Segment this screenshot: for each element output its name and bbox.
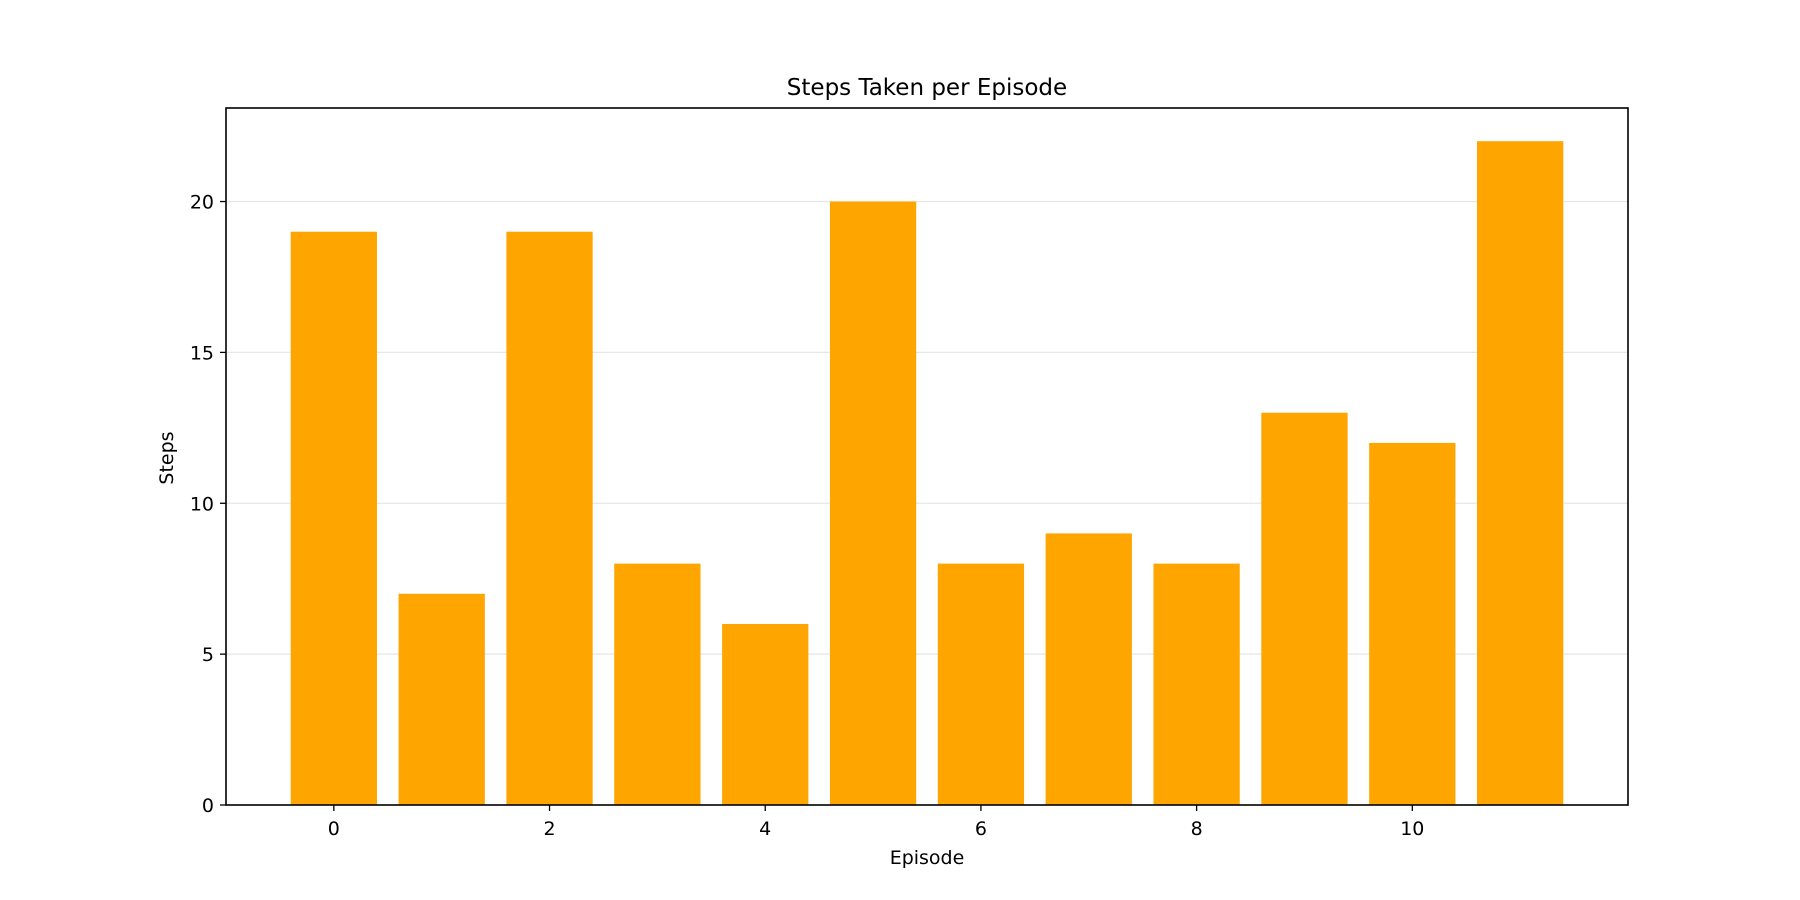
y-tick-label: 0 — [202, 795, 214, 817]
x-tick-label: 8 — [1191, 818, 1203, 840]
bar-episode-2 — [506, 231, 593, 805]
x-axis-label: Episode — [890, 847, 965, 869]
bar-episode-8 — [1153, 563, 1240, 805]
bar-episode-7 — [1045, 533, 1132, 805]
y-axis-label: Steps — [156, 431, 178, 484]
y-tick-label: 20 — [190, 192, 214, 214]
bar-episode-11 — [1477, 141, 1564, 805]
bar-episode-6 — [937, 563, 1025, 805]
x-tick-label: 10 — [1400, 818, 1424, 840]
bar-episode-3 — [614, 563, 701, 805]
bar-episode-5 — [829, 201, 917, 805]
chart-title: Steps Taken per Episode — [787, 75, 1067, 101]
x-tick-label: 6 — [975, 818, 987, 840]
y-axis-ticks: 0 5 10 15 20 — [190, 192, 226, 817]
bar-episode-9 — [1261, 412, 1348, 805]
bars — [290, 141, 1564, 805]
x-axis-ticks: 0 2 4 6 8 10 — [328, 805, 1424, 840]
plot-area-frame — [225, 107, 1629, 806]
x-tick-label: 4 — [759, 818, 771, 840]
bar-episode-4 — [722, 623, 809, 805]
bar-episode-10 — [1369, 442, 1456, 805]
x-tick-label: 2 — [543, 818, 555, 840]
y-tick-label: 10 — [190, 493, 214, 515]
y-tick-label: 5 — [202, 644, 214, 666]
bar-episode-0 — [290, 231, 377, 805]
x-tick-label: 0 — [328, 818, 340, 840]
y-tick-label: 15 — [190, 342, 214, 364]
bar-episode-1 — [398, 593, 485, 805]
